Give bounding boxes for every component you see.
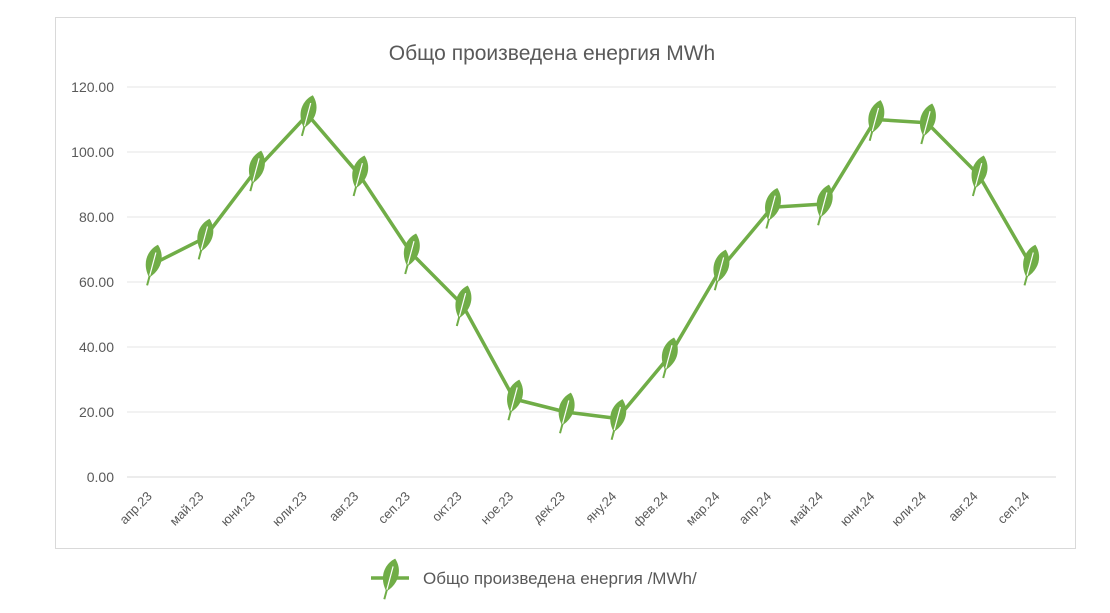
x-tick-label: сеп.24 <box>994 489 1032 527</box>
x-tick-label: юни.24 <box>837 489 877 529</box>
data-point-leaf-icon <box>507 379 524 421</box>
x-tick-label: юли.23 <box>269 489 310 530</box>
y-tick-label: 80.00 <box>79 209 114 225</box>
x-tick-label: яну.24 <box>582 489 619 526</box>
y-tick-label: 40.00 <box>79 339 114 355</box>
x-tick-label: юли.24 <box>889 489 930 530</box>
x-tick-label: дек.23 <box>530 489 568 527</box>
data-point-leaf-icon <box>300 95 317 137</box>
data-point-leaf-icon <box>352 155 369 197</box>
data-point-leaf-icon <box>971 155 988 197</box>
x-axis-ticks: апр.23 май.23 юни.23 юли.23 авг.23 сеп.23 окт.… <box>116 489 1032 530</box>
data-point-leaf-icon <box>661 337 678 379</box>
data-point-leaf-icon <box>1023 244 1040 286</box>
x-tick-label: мар.24 <box>683 489 723 529</box>
data-point-leaf-icon <box>765 187 782 229</box>
x-tick-label: фев.24 <box>630 489 671 530</box>
y-tick-label: 120.00 <box>71 79 114 95</box>
data-point-leaf-icon <box>868 100 885 142</box>
data-point-leaf-icon <box>197 218 214 260</box>
x-tick-label: сеп.23 <box>375 489 413 527</box>
y-tick-label: 60.00 <box>79 274 114 290</box>
data-point-leaf-icon <box>713 249 730 291</box>
y-tick-label: 100.00 <box>71 144 114 160</box>
data-point-leaf-icon <box>816 184 833 226</box>
y-tick-label: 20.00 <box>79 404 114 420</box>
data-point-leaf-icon <box>558 392 575 434</box>
chart-title: Общо произведена енергия MWh <box>389 42 715 65</box>
legend-label: Общо произведена енергия /MWh/ <box>423 569 697 588</box>
x-tick-label: май.23 <box>167 489 207 529</box>
x-tick-label: апр.24 <box>736 489 775 528</box>
x-tick-label: окт.23 <box>429 489 465 525</box>
x-tick-label: ное.23 <box>478 489 517 528</box>
series-polyline <box>151 112 1032 421</box>
x-tick-label: авг.24 <box>945 489 981 525</box>
chart-frame <box>55 17 1076 549</box>
data-point-leaf-icon <box>145 244 162 286</box>
series-markers <box>145 95 1040 441</box>
legend: Общо произведена енергия /MWh/ <box>371 558 697 600</box>
data-point-leaf-icon <box>610 399 627 441</box>
legend-leaf-icon <box>383 558 399 600</box>
y-tick-label: 0.00 <box>87 469 114 485</box>
data-point-leaf-icon <box>920 103 936 145</box>
x-tick-label: юни.23 <box>218 489 258 529</box>
data-point-leaf-icon <box>249 150 265 192</box>
x-tick-label: апр.23 <box>116 489 155 528</box>
x-tick-label: авг.23 <box>326 489 362 525</box>
series-line <box>151 112 1032 421</box>
y-axis-ticks: 0.00 20.00 40.00 60.00 80.00 100.00 120.00 <box>71 79 114 485</box>
x-tick-label: май.24 <box>786 489 826 529</box>
data-point-leaf-icon <box>403 233 420 275</box>
gridlines <box>127 86 1056 478</box>
data-point-leaf-icon <box>455 285 472 327</box>
